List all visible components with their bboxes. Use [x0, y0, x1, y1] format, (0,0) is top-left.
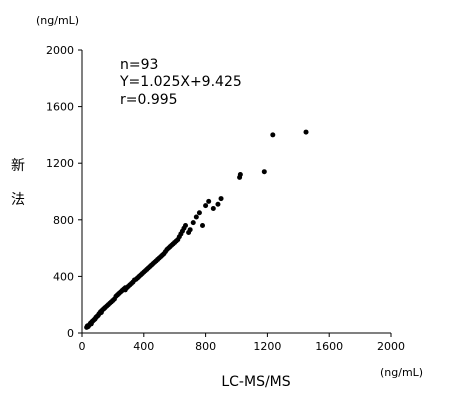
y-tick-label: 800: [53, 214, 74, 227]
data-point: [187, 227, 193, 233]
data-point: [203, 203, 209, 209]
data-point: [193, 214, 199, 220]
data-point: [215, 201, 221, 207]
data-point: [210, 205, 216, 211]
annotation-correlation: r=0.995: [120, 92, 178, 108]
x-tick-label: 1200: [253, 340, 281, 353]
y-tick-label: 0: [67, 327, 74, 340]
annotation-regression: Y=1.025X+9.425: [119, 74, 242, 90]
data-point: [183, 222, 189, 228]
x-tick-label: 2000: [377, 340, 405, 353]
data-point: [196, 210, 202, 216]
y-axis-label-char-1: 新: [11, 158, 25, 174]
data-point: [270, 132, 276, 138]
data-points: [84, 129, 309, 330]
data-point: [237, 172, 243, 178]
data-point: [261, 169, 267, 175]
x-tick-label: 1600: [315, 340, 343, 353]
y-tick-label: 400: [53, 270, 74, 283]
data-point: [303, 129, 309, 135]
axes: [81, 50, 391, 334]
y-tick-label: 2000: [46, 44, 74, 57]
x-tick-label: 400: [133, 340, 154, 353]
data-point: [206, 198, 212, 204]
y-unit-label: (ng/mL): [36, 14, 79, 27]
x-tick-label: 800: [195, 340, 216, 353]
data-point: [200, 222, 206, 228]
y-tick-label: 1200: [46, 157, 74, 170]
data-point: [122, 285, 128, 291]
y-axis-label-char-2: 法: [11, 192, 25, 208]
annotation-n: n=93: [120, 57, 158, 73]
y-tick-label: 1600: [46, 101, 74, 114]
x-unit-label: (ng/mL): [380, 366, 423, 379]
data-point: [190, 220, 196, 226]
x-tick-label: 0: [79, 340, 86, 353]
x-axis-label: LC-MS/MS: [221, 374, 290, 390]
data-point: [218, 196, 224, 202]
ticks: 0 400 800 1200 1600 2000 0 400 800 1200 1600 2000: [46, 44, 405, 353]
